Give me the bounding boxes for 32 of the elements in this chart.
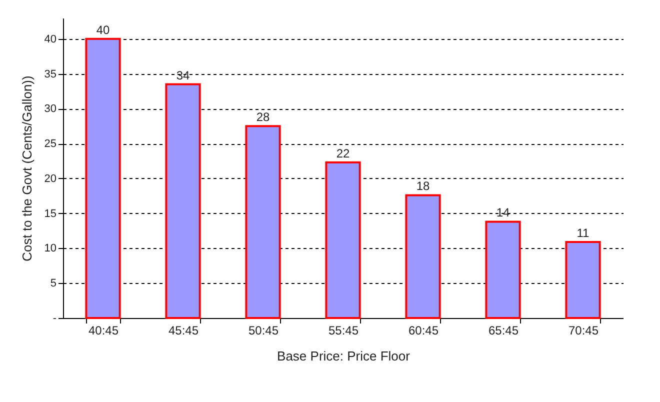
x-tick-label: 65:45 <box>488 324 519 338</box>
data-label: 11 <box>576 226 590 240</box>
data-label: 22 <box>336 146 350 160</box>
x-tick-label: 50:45 <box>248 324 279 338</box>
data-label: 28 <box>256 110 270 124</box>
bar <box>325 161 361 319</box>
bar <box>165 83 201 319</box>
x-tick-label: 70:45 <box>568 324 599 338</box>
y-tick-label: 5 <box>50 278 56 290</box>
y-tick-label: - <box>52 312 57 324</box>
x-tick-label: 55:45 <box>328 324 359 338</box>
bar <box>485 220 521 319</box>
y-tick-label: 20 <box>44 172 56 185</box>
x-tick-label: 40:45 <box>88 324 119 338</box>
y-tick-label: 25 <box>44 138 56 150</box>
y-tick-label: 30 <box>44 103 56 116</box>
y-tick-label: 15 <box>44 208 56 220</box>
bar <box>85 38 121 319</box>
data-label: 18 <box>416 179 430 194</box>
bar <box>405 194 441 319</box>
x-axis-title: Base Price: Price Floor <box>277 348 411 364</box>
y-tick-label: 10 <box>44 242 56 255</box>
x-tick-label: 60:45 <box>408 324 439 338</box>
data-label: 14 <box>496 206 510 220</box>
y-tick-label: 35 <box>44 68 56 80</box>
bar <box>565 240 601 319</box>
data-label: 40 <box>96 22 110 37</box>
data-label: 34 <box>176 68 190 82</box>
bar <box>245 125 281 319</box>
y-axis-title: Cost to the Govt (Cents/Gallon)) <box>19 76 34 262</box>
x-tick-label: 45:45 <box>168 324 199 338</box>
y-tick-label: 40 <box>44 33 56 46</box>
